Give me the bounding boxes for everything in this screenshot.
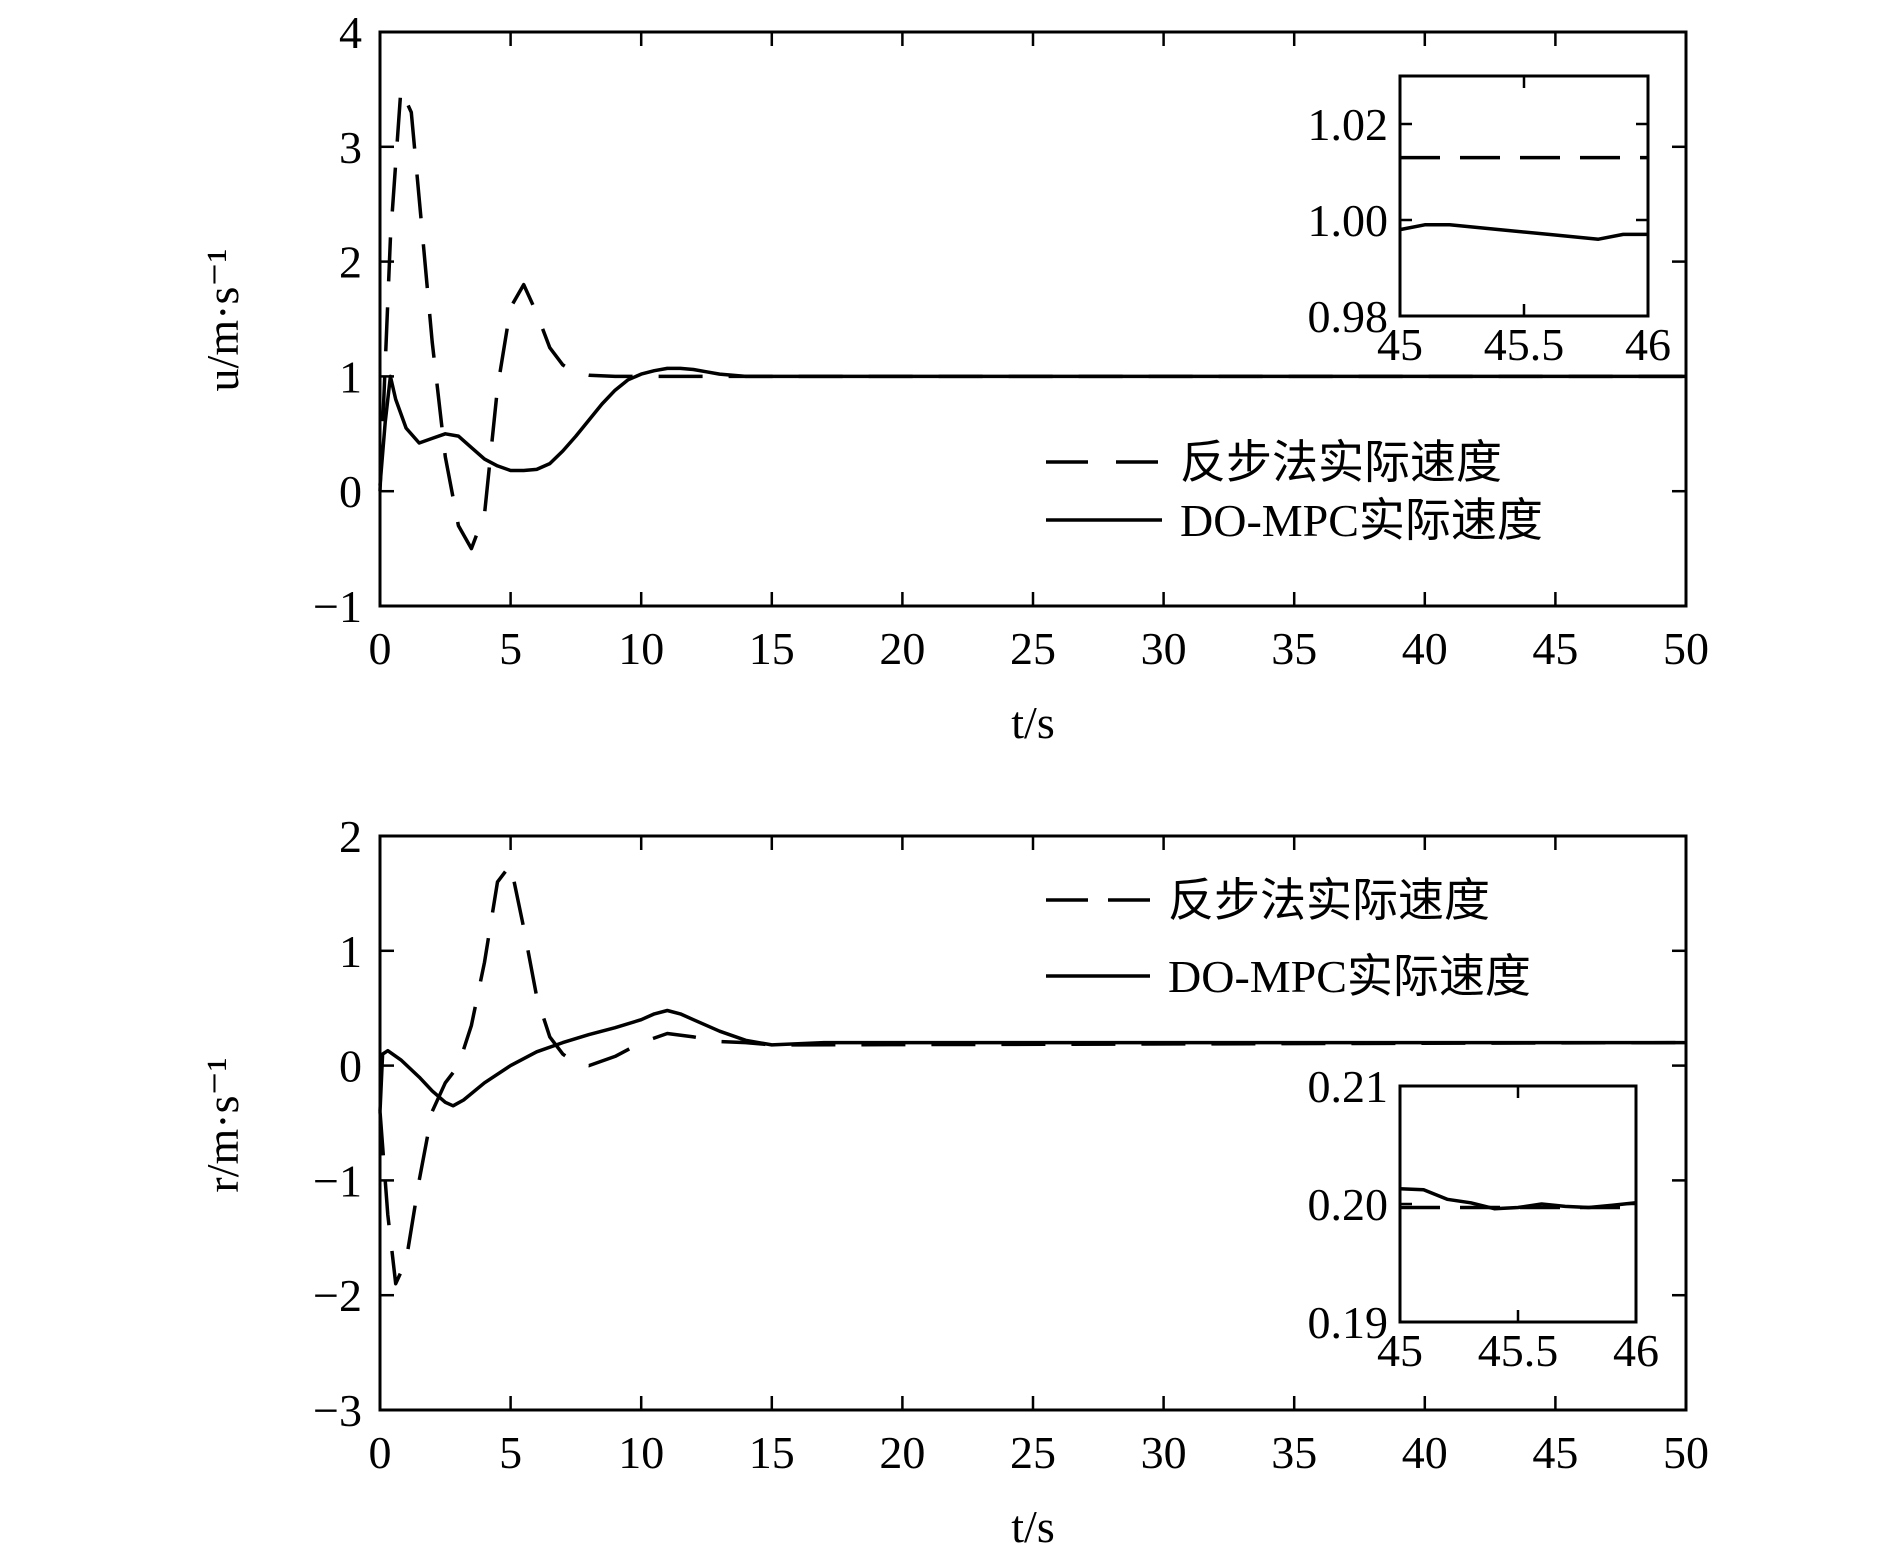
chart-r-panel: 0 5 10 15 20 25 30 35 40 45 50 −3 −2 −1 0 1 2 r/m·s⁻¹ t/… (197, 811, 1709, 1552)
y-tick-label: 2 (339, 811, 362, 862)
series-group-u (378, 87, 1686, 551)
series-group-r (378, 862, 1687, 1286)
inset-x-tick-label: 45 (1377, 319, 1423, 370)
legend-label-backstepping-u: 反步法实际速度 (1180, 437, 1502, 488)
inset-x-tick-label: 46 (1625, 319, 1671, 370)
x-tick-label: 20 (879, 1427, 925, 1478)
x-tick-label: 15 (749, 1427, 795, 1478)
inset-y-tick-label: 1.02 (1308, 99, 1389, 150)
x-tick-label: 50 (1663, 1427, 1709, 1478)
x-axis-label-r: t/s (1011, 1501, 1054, 1552)
inset-y-tick-label: 0.20 (1308, 1179, 1389, 1230)
x-tick-label: 0 (369, 623, 392, 674)
x-tick-label: 15 (749, 623, 795, 674)
y-axis-label-u: u/m·s⁻¹ (197, 249, 248, 392)
y-tick-label: 3 (339, 122, 362, 173)
x-tick-label: 25 (1010, 623, 1056, 674)
inset-x-tick-label: 46 (1613, 1325, 1659, 1376)
x-tick-label: 45 (1532, 623, 1578, 674)
y-tick-label: 4 (339, 7, 362, 58)
x-tick-label: 35 (1271, 623, 1317, 674)
inset-r: 45 45.5 46 0.19 0.20 0.21 (1308, 1061, 1660, 1376)
x-tick-label: 25 (1010, 1427, 1056, 1478)
y-tick-label: −2 (313, 1270, 362, 1321)
y-tick-label: 0 (339, 466, 362, 517)
legend-label-dompc-u: DO-MPC实际速度 (1180, 495, 1543, 546)
x-tick-label: 40 (1402, 1427, 1448, 1478)
legend-label-dompc-r: DO-MPC实际速度 (1168, 951, 1531, 1002)
x-tick-label: 35 (1271, 1427, 1317, 1478)
x-tick-label: 45 (1532, 1427, 1578, 1478)
x-tick-label: 30 (1141, 623, 1187, 674)
legend-label-backstepping-r: 反步法实际速度 (1168, 875, 1490, 926)
series-line-dompc (378, 1008, 1686, 1112)
inset-series-dompc (1399, 223, 1648, 241)
x-axis-label-u: t/s (1011, 697, 1054, 748)
inset-x-tick-label: 45 (1377, 1325, 1423, 1376)
inset-y-tick-label: 0.98 (1308, 291, 1389, 342)
inset-x-tick-label: 45.5 (1478, 1325, 1559, 1376)
x-tick-label: 10 (618, 623, 664, 674)
inset-x-tick-label: 45.5 (1484, 319, 1565, 370)
x-tick-label: 10 (618, 1427, 664, 1478)
inset-y-tick-label: 0.21 (1308, 1061, 1389, 1112)
x-tick-label: 20 (879, 623, 925, 674)
y-tick-label: −1 (313, 1155, 362, 1206)
series-line-backstepping (378, 862, 1687, 1286)
x-tick-label: 0 (369, 1427, 392, 1478)
y-tick-label: 1 (339, 926, 362, 977)
y-tick-label: −1 (313, 581, 362, 632)
x-tick-label: 40 (1402, 623, 1448, 674)
y-tick-label: −3 (313, 1385, 362, 1436)
x-tick-label: 50 (1663, 623, 1709, 674)
series-line-dompc (378, 366, 1686, 486)
x-tick-label: 5 (499, 1427, 522, 1478)
x-tick-label: 30 (1141, 1427, 1187, 1478)
y-axis-label-r: r/m·s⁻¹ (197, 1057, 248, 1192)
y-tick-label: 1 (339, 351, 362, 402)
y-tick-label: 2 (339, 237, 362, 288)
x-tick-label: 5 (499, 623, 522, 674)
y-tick-label: 0 (339, 1041, 362, 1092)
inset-y-tick-label: 1.00 (1308, 195, 1389, 246)
series-line-backstepping (378, 87, 1686, 551)
inset-u: 45 45.5 46 0.98 1.00 1.02 (1308, 74, 1671, 370)
inset-y-tick-label: 0.19 (1308, 1297, 1389, 1348)
inset-series-dompc (1399, 1186, 1637, 1211)
